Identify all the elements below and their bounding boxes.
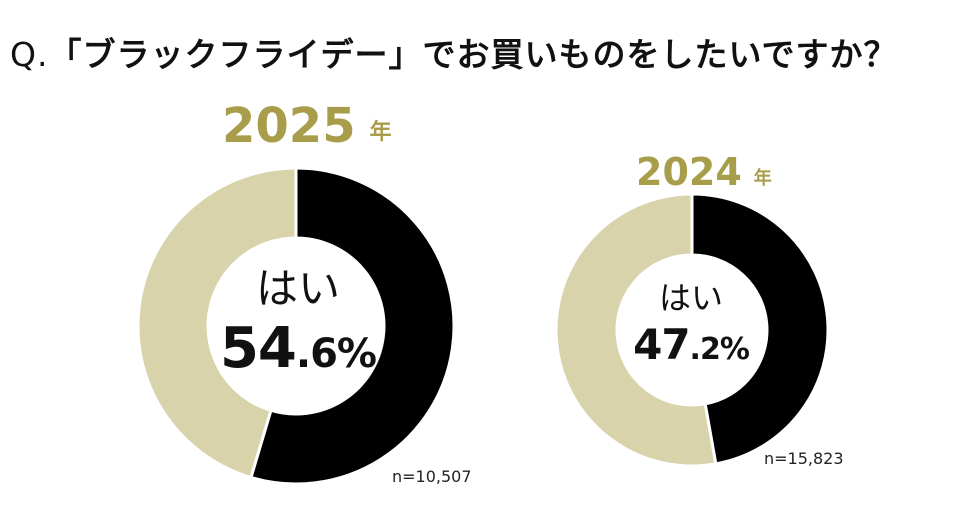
donut-slice-other [554,192,718,468]
year-label-2024: 2024 年 [636,150,772,194]
center-value: 47.2% [610,320,772,369]
donut-center-2025: はい 54.6% [196,262,400,381]
sample-size-2025: n=10,507 [392,467,472,486]
question-title: Q.「ブラックフライデー」でお買いものをしたいですか？ [10,28,897,76]
year-label-2025: 2025 年 [222,98,392,154]
question-text: 「ブラックフライデー」でお買いものをしたいですか？ [48,35,898,74]
year-number: 2024 [636,150,742,194]
year-number: 2025 [222,98,356,154]
sample-size-2024: n=15,823 [764,449,844,468]
question-prefix: Q. [10,35,49,74]
center-label: はい [255,264,340,313]
center-value-rest: .6% [295,331,377,377]
donut-chart-2024 [554,192,830,468]
year-unit: 年 [369,120,392,145]
donut-slice-yes [249,166,456,486]
donut-chart-2025 [136,166,456,486]
center-value-rest: .2% [689,332,750,367]
center-value-main: 54 [219,316,297,381]
center-value: 54.6% [196,316,400,381]
year-unit: 年 [753,168,772,189]
center-label: はい [658,279,723,317]
donut-center-2024: はい 47.2% [610,276,772,369]
donut-slice-other [136,166,298,480]
center-value-main: 47 [633,320,690,369]
donut-slice-yes [690,192,830,466]
